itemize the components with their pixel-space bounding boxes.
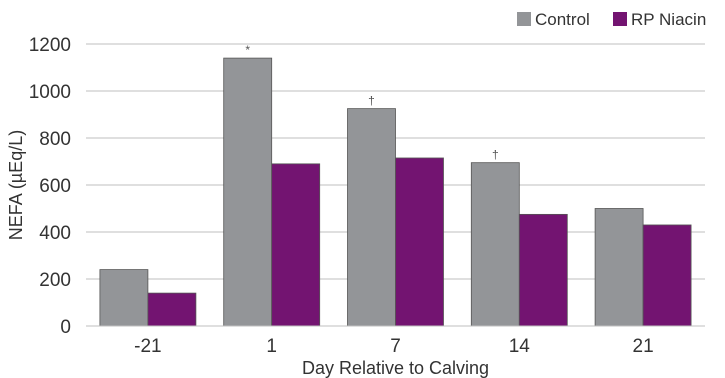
bar-control-1 [223,57,273,327]
bar-control--21 [99,269,149,327]
legend-label: Control [535,10,590,29]
y-tick-label: 1200 [29,35,71,56]
legend-label: RP Niacin [631,10,706,29]
x-tick-label: 14 [509,336,531,357]
bar-control-14 [470,162,520,327]
bar-rp-niacin-21 [642,224,692,327]
bar-rp-niacin-1 [271,163,321,327]
bar-control-21 [594,208,644,327]
bar-rp-niacin-7 [395,157,444,327]
x-tick-label: 21 [633,336,654,357]
bar-annotations: * † † [245,43,498,162]
y-axis-title: NEFA (µEq/L) [6,130,26,240]
y-tick-label: 200 [39,270,71,291]
bar-rp-niacin-14 [518,213,568,327]
y-tick-label: 0 [60,317,71,338]
y-tick-label: 1000 [29,82,71,103]
x-axis-ticks: -21 1 7 14 21 [134,336,654,357]
significance-marker: † [492,148,499,162]
legend-swatch-rp-niacin [613,12,627,26]
x-axis-title: Day Relative to Calving [302,358,489,378]
x-tick-label: 1 [266,336,277,357]
x-tick-label: 7 [390,336,401,357]
y-axis-ticks: 0 200 400 600 800 1000 1200 [29,35,71,338]
y-tick-label: 800 [39,129,71,150]
bars [99,57,692,327]
bar-rp-niacin--21 [147,292,197,327]
y-tick-label: 400 [39,223,71,244]
legend: Control RP Niacin [517,10,706,29]
legend-swatch-control [517,12,531,26]
y-tick-label: 600 [39,176,71,197]
bar-control-7 [347,108,396,327]
x-tick-label: -21 [134,336,161,357]
significance-marker: † [368,94,375,108]
significance-marker: * [245,43,250,57]
